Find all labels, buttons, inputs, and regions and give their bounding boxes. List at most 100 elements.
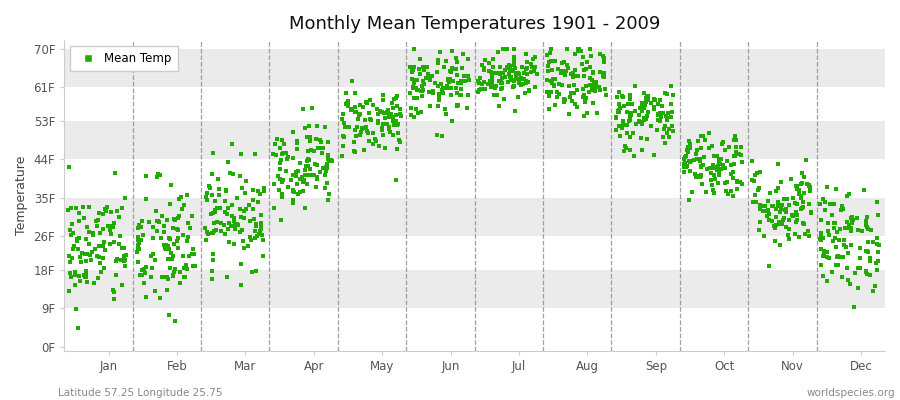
Point (646, 152, 661, 158)
Point (356, 104, 370, 111)
Point (285, 128, 300, 135)
Point (148, 256, 162, 263)
Point (455, 51, 470, 58)
Point (871, 258, 886, 265)
Point (180, 220, 194, 226)
Point (786, 212, 800, 219)
Point (647, 96, 662, 103)
Point (778, 206, 793, 213)
Point (796, 190, 811, 196)
Point (735, 181, 750, 187)
Point (171, 195, 185, 202)
Point (209, 227, 223, 233)
Point (540, 68, 554, 75)
Point (760, 213, 774, 219)
Point (416, 78, 430, 85)
Point (238, 245, 252, 251)
Point (517, 81, 531, 87)
Point (568, 100, 582, 107)
Point (682, 197, 697, 204)
Point (248, 268, 263, 274)
Point (517, 70, 531, 76)
Point (557, 99, 572, 105)
Point (476, 79, 491, 86)
Point (301, 172, 315, 178)
Point (416, 87, 430, 94)
Point (507, 78, 521, 84)
Point (77, 274, 92, 280)
Point (136, 232, 150, 238)
Point (493, 70, 508, 76)
Point (817, 206, 832, 213)
Point (321, 158, 336, 164)
Point (391, 146, 405, 152)
Point (820, 254, 834, 260)
Point (348, 108, 363, 115)
Point (436, 90, 450, 96)
Point (566, 74, 580, 81)
Point (694, 133, 708, 140)
Point (340, 101, 355, 108)
Point (659, 113, 673, 119)
Point (106, 220, 121, 226)
Point (677, 161, 691, 167)
Point (248, 151, 262, 157)
Point (101, 223, 115, 229)
Point (118, 263, 132, 269)
Point (273, 160, 287, 166)
Point (276, 141, 291, 147)
Point (392, 105, 407, 112)
Point (375, 97, 390, 104)
Point (62, 270, 77, 276)
Point (541, 63, 555, 70)
Point (588, 88, 602, 94)
Point (850, 227, 865, 233)
Point (799, 180, 814, 187)
Point (827, 201, 842, 208)
Point (833, 206, 848, 213)
Point (295, 106, 310, 112)
Point (313, 145, 328, 152)
Point (785, 212, 799, 218)
Point (274, 137, 289, 143)
Point (320, 180, 335, 186)
Point (302, 162, 316, 169)
Point (804, 209, 818, 215)
Point (86, 230, 100, 236)
Point (623, 147, 637, 153)
Point (653, 97, 668, 103)
Point (171, 235, 185, 242)
Point (702, 165, 716, 171)
Point (647, 105, 662, 112)
Point (869, 266, 884, 273)
Point (682, 138, 697, 144)
Point (234, 214, 248, 220)
Point (752, 226, 767, 233)
Point (208, 198, 222, 204)
Point (696, 133, 710, 139)
Point (730, 179, 744, 185)
Point (212, 186, 226, 192)
Point (251, 230, 266, 237)
Point (633, 119, 647, 125)
Point (494, 80, 508, 86)
Point (756, 208, 770, 214)
Point (592, 87, 607, 93)
Point (519, 66, 534, 72)
Point (525, 61, 539, 68)
Point (840, 218, 854, 225)
Point (750, 170, 764, 176)
Point (587, 79, 601, 86)
Point (853, 245, 868, 252)
Point (774, 179, 788, 186)
Point (292, 160, 307, 166)
Point (166, 253, 180, 259)
Point (325, 158, 339, 164)
Point (86, 232, 101, 238)
Point (860, 224, 875, 230)
Point (69, 236, 84, 242)
Point (698, 137, 712, 143)
Point (481, 81, 495, 88)
Point (449, 84, 464, 91)
Point (860, 271, 874, 278)
